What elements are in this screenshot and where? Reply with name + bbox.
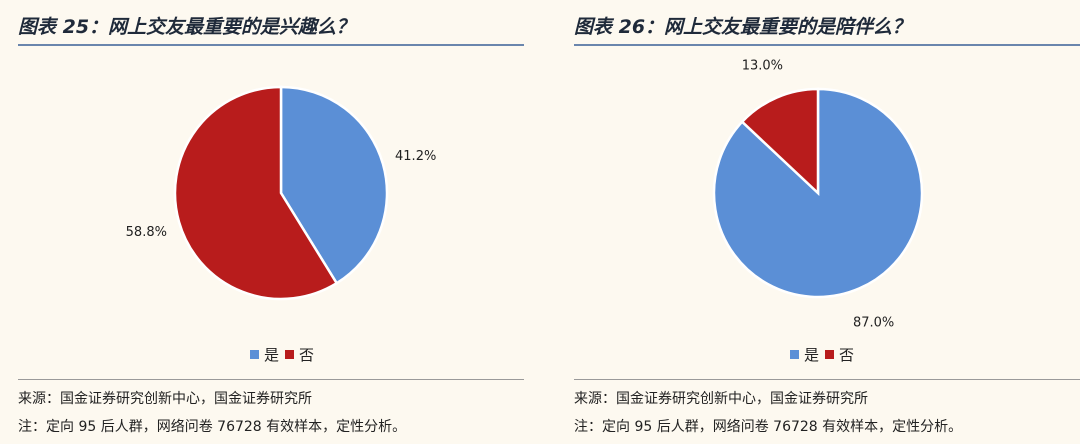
footer-divider <box>574 379 1080 380</box>
data-label-yes: 41.2% <box>395 149 436 164</box>
legend-item-no: 否 <box>285 344 314 365</box>
legend-item-yes: 是 <box>250 344 279 365</box>
source-note: 来源：国金证券研究创新中心，国金证券研究所 <box>18 391 312 407</box>
chart-title: 图表 25：网上交友最重要的是兴趣么？ <box>18 16 356 38</box>
legend-swatch-yes <box>250 350 259 359</box>
title-divider <box>574 44 1080 46</box>
legend-swatch-no <box>285 350 295 359</box>
pie-chart-companionship: 87.0% 13.0% <box>712 59 924 330</box>
title-divider <box>18 44 524 46</box>
pie-slice-no <box>740 87 820 196</box>
legend-swatch-yes <box>790 350 799 359</box>
data-label-no: 13.0% <box>742 59 783 74</box>
footnote: 注：定向 95 后人群，网络问卷 76728 有效样本，定性分析。 <box>18 419 407 435</box>
legend-item-yes: 是 <box>790 344 819 365</box>
legend-label-no: 否 <box>839 346 855 364</box>
pie-chart-interest: 41.2% 58.8% <box>126 85 436 301</box>
footer-divider <box>18 379 524 380</box>
source-note: 来源：国金证券研究创新中心，国金证券研究所 <box>574 391 868 407</box>
chart-panel-interest: 图表 25：网上交友最重要的是兴趣么？ 41.2% 58.8% 是 否 来源：国金… <box>0 0 524 444</box>
legend-label-yes: 是 <box>264 346 280 364</box>
legend-label-yes: 是 <box>804 346 820 364</box>
legend-item-no: 否 <box>825 344 854 365</box>
chart-panel-companionship: 图表 26：网上交友最重要的是陪伴么？ 87.0% 13.0% 是 否 来源：国金… <box>556 0 1080 444</box>
footnote: 注：定向 95 后人群，网络问卷 76728 有效样本，定性分析。 <box>574 419 963 435</box>
pie-slice-no <box>173 85 339 301</box>
chart-title: 图表 26：网上交友最重要的是陪伴么？ <box>574 16 912 38</box>
chart-legend: 是 否 <box>790 344 854 365</box>
legend-label-no: 否 <box>299 346 315 364</box>
legend-swatch-no <box>825 350 835 359</box>
chart-legend: 是 否 <box>250 344 314 365</box>
data-label-no: 58.8% <box>126 225 167 240</box>
data-label-yes: 87.0% <box>853 315 894 330</box>
pie-slice-yes <box>712 87 924 299</box>
